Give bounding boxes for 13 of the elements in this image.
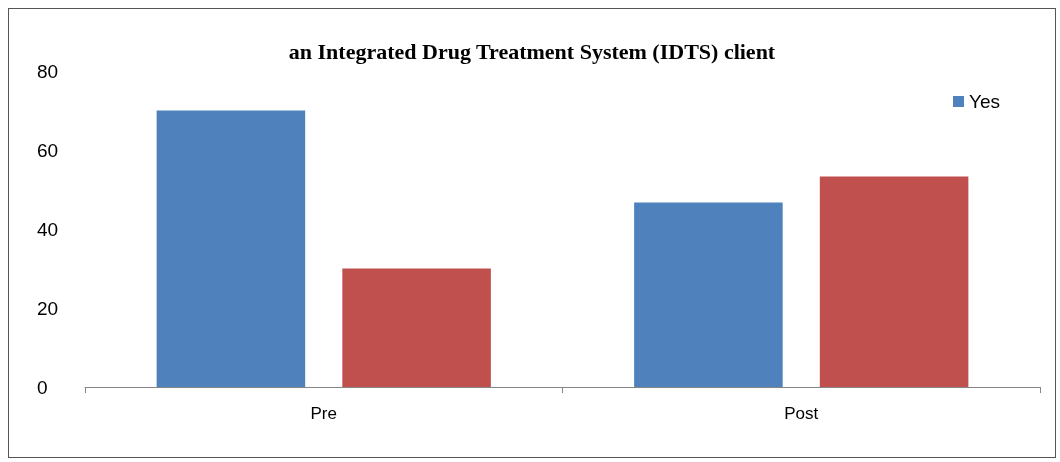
x-tick-label: Pre (310, 404, 337, 423)
legend-label: Yes (969, 91, 1000, 112)
bar (819, 176, 969, 387)
y-tick-label: 80 (37, 60, 59, 82)
y-tick-label: 40 (37, 218, 59, 240)
y-tick-label: 60 (37, 139, 59, 161)
chart-title: an Integrated Drug Treatment System (IDTS) client (288, 38, 776, 64)
y-tick-label: 0 (37, 376, 48, 398)
bar (634, 202, 783, 387)
bar (156, 110, 306, 387)
bar (342, 268, 491, 387)
y-tick-label: 20 (37, 297, 59, 319)
x-tick-label: Post (784, 404, 819, 423)
